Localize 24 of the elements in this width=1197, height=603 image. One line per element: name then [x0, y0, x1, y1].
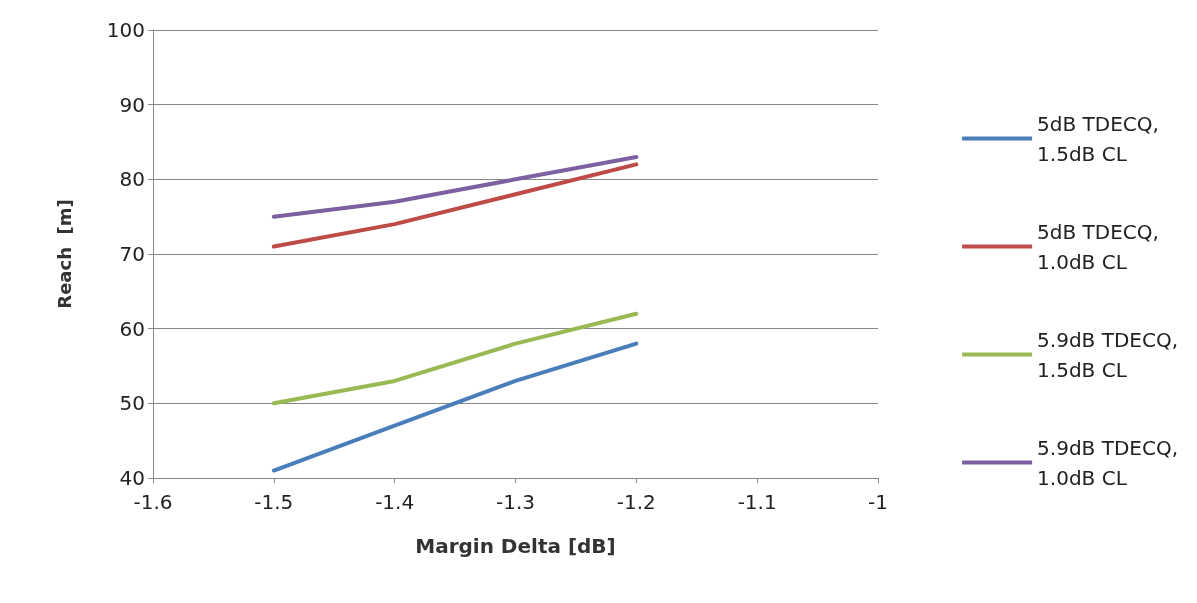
x-axis-title: Margin Delta [dB] [415, 534, 616, 558]
y-tick-label: 90 [119, 92, 145, 117]
y-axis-title: Reach [m] [53, 199, 75, 309]
line-series [271, 162, 639, 249]
x-tick-label: -1.5 [254, 490, 294, 514]
legend-label: 5dB TDECQ, 1.5dB CL [1037, 111, 1159, 166]
y-tick-label: 40 [119, 466, 145, 490]
y-tick-label: 70 [119, 242, 145, 266]
line-series [271, 341, 639, 473]
x-tick-label: -1.1 [737, 490, 777, 514]
line-series [271, 311, 639, 406]
x-tick-label: -1.4 [375, 490, 415, 514]
y-tick-label: 60 [119, 316, 145, 341]
x-tick-label: -1.2 [616, 490, 656, 514]
x-tick-label: -1 [868, 490, 888, 514]
legend-label: 5.9dB TDECQ, 1.0dB CL [1037, 435, 1179, 490]
legend-label: 5dB TDECQ, 1.0dB CL [1037, 219, 1159, 274]
y-tick-label: 80 [119, 167, 145, 192]
y-tick-label: 100 [106, 18, 145, 42]
line-series [271, 154, 639, 219]
x-tick-label: -1.6 [133, 490, 173, 514]
x-tick-label: -1.3 [495, 490, 536, 514]
y-tick-label: 50 [119, 391, 145, 416]
legend-label: 5.9dB TDECQ, 1.5dB CL [1037, 327, 1179, 382]
